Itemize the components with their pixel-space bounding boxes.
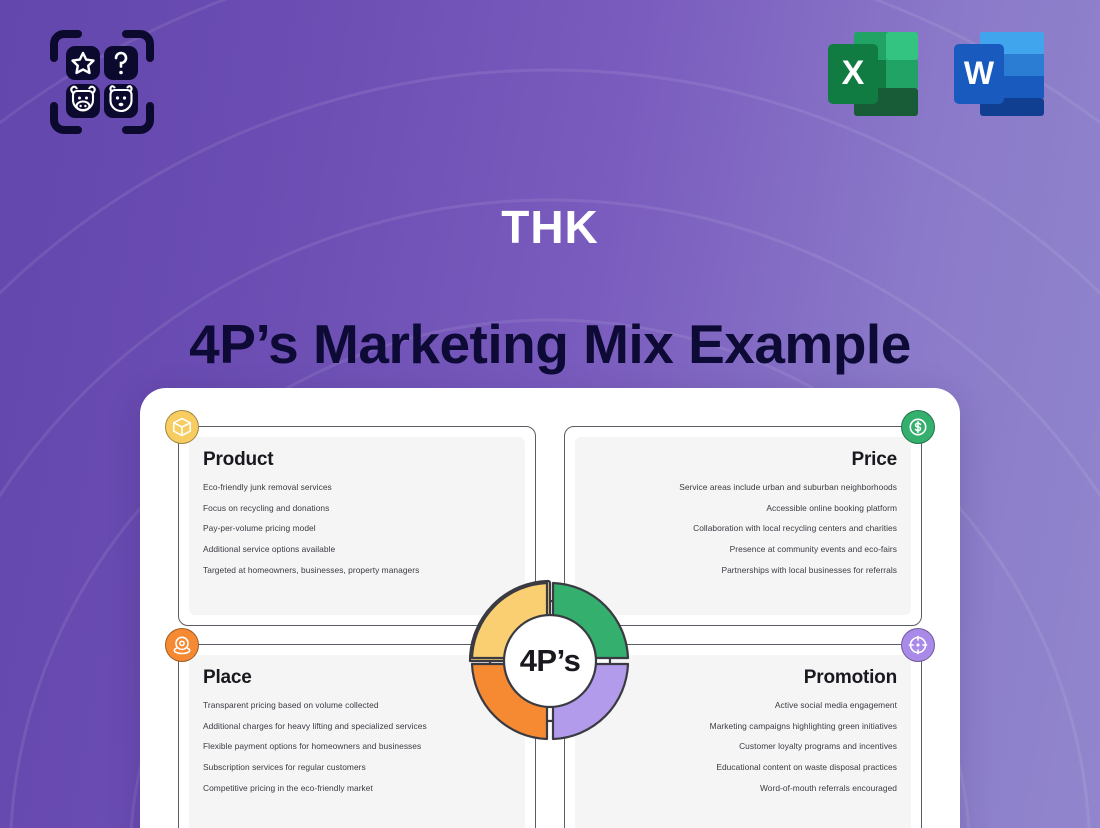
list-item: Focus on recycling and donations xyxy=(203,502,330,513)
office-app-icons: X W xyxy=(824,28,1048,124)
word-icon[interactable]: W xyxy=(950,28,1048,124)
dollar-coin-glyph xyxy=(909,418,927,436)
quadrant-price[interactable]: Price Service areas include urban and su… xyxy=(564,410,935,626)
quadrant-product-list: Eco-friendly junk removal services Focus… xyxy=(203,482,511,587)
list-item: Eco-friendly junk removal services xyxy=(203,482,332,492)
location-pin-icon xyxy=(165,628,199,662)
package-box-glyph xyxy=(172,417,192,437)
list-item: Presence at community events and eco-fai… xyxy=(729,544,897,555)
list-item: Collaboration with local recycling cente… xyxy=(693,523,897,534)
list-item: Pay-per-volume pricing model xyxy=(203,523,316,534)
quadrant-product-title: Product xyxy=(203,449,274,470)
svg-text:X: X xyxy=(842,54,865,92)
list-item: Educational content on waste disposal pr… xyxy=(716,762,897,773)
target-crosshair-icon xyxy=(901,628,935,662)
page-title: 4P’s Marketing Mix Example xyxy=(189,313,911,375)
svg-text:W: W xyxy=(964,55,995,91)
four-ps-matrix: Product Eco-friendly junk removal servic… xyxy=(165,410,935,828)
excel-icon-glyph: X xyxy=(828,32,918,116)
pet-scan-logo-icon xyxy=(50,30,154,134)
quadrant-place[interactable]: Place Transparent pricing based on volum… xyxy=(165,628,536,828)
diagram-card: Product Eco-friendly junk removal servic… xyxy=(140,388,960,828)
quadrant-price-panel: Price Service areas include urban and su… xyxy=(575,437,911,615)
quadrant-place-list: Transparent pricing based on volume coll… xyxy=(203,700,511,805)
dollar-coin-icon xyxy=(901,410,935,444)
list-item: Additional charges for heavy lifting and… xyxy=(203,720,427,731)
brand-name: THK xyxy=(501,201,599,253)
list-item: Active social media engagement xyxy=(774,700,897,710)
quadrant-promotion-panel: Promotion Active social media engagement… xyxy=(575,655,911,828)
list-item: Flexible payment options for homeowners … xyxy=(203,741,422,752)
list-item: Partnerships with local businesses for r… xyxy=(721,564,897,575)
list-item: Customer loyalty programs and incentives xyxy=(739,741,897,752)
list-item: Word-of-mouth referrals encouraged xyxy=(759,782,897,793)
quadrant-place-panel: Place Transparent pricing based on volum… xyxy=(189,655,525,828)
quadrant-promotion[interactable]: Promotion Active social media engagement… xyxy=(564,628,935,828)
excel-icon[interactable]: X xyxy=(824,28,922,124)
donut-segments xyxy=(468,579,630,741)
quadrant-promotion-title: Promotion xyxy=(803,667,897,688)
list-item: Subscription services for regular custom… xyxy=(203,762,366,773)
list-item: Accessible online booking platform xyxy=(766,502,897,513)
pet-scan-logo[interactable] xyxy=(48,28,156,136)
four-ps-donut-chart: 4P’s xyxy=(460,571,640,751)
target-crosshair-glyph xyxy=(908,635,928,655)
quadrant-product[interactable]: Product Eco-friendly junk removal servic… xyxy=(165,410,536,626)
list-item: Targeted at homeowners, businesses, prop… xyxy=(203,564,420,575)
quadrant-promotion-list: Active social media engagement Marketing… xyxy=(589,700,897,805)
package-box-icon xyxy=(165,410,199,444)
list-item: Service areas include urban and suburban… xyxy=(679,482,897,492)
quadrant-product-panel: Product Eco-friendly junk removal servic… xyxy=(189,437,525,615)
list-item: Additional service options available xyxy=(203,544,336,555)
list-item: Transparent pricing based on volume coll… xyxy=(203,700,379,710)
location-pin-glyph xyxy=(173,636,191,655)
list-item: Competitive pricing in the eco-friendly … xyxy=(203,782,373,793)
quadrant-price-title: Price xyxy=(851,449,898,470)
quadrant-price-list: Service areas include urban and suburban… xyxy=(589,482,897,587)
quadrant-place-title: Place xyxy=(203,667,252,688)
list-item: Marketing campaigns highlighting green i… xyxy=(709,720,897,731)
word-icon-glyph: W xyxy=(954,32,1044,116)
